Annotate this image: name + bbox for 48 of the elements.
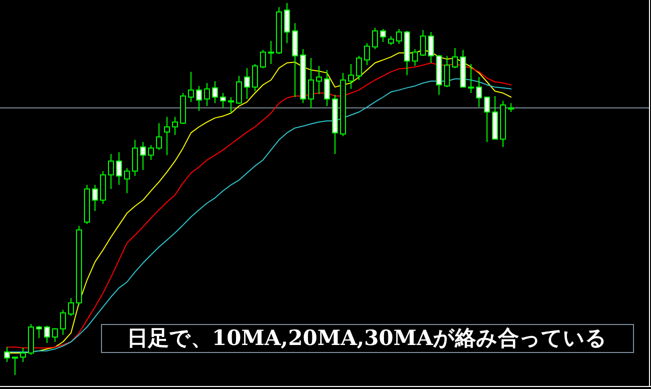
candlestick	[364, 42, 370, 66]
candlestick	[212, 80, 218, 104]
candlestick	[92, 184, 98, 212]
candlestick	[420, 30, 426, 56]
candlestick	[428, 32, 434, 64]
candlestick	[156, 122, 162, 150]
candlestick	[12, 356, 18, 376]
candlestick	[20, 347, 26, 362]
annotation: 日足で、10MA,20MA,30MAが絡み合っている	[127, 325, 607, 350]
candlestick	[356, 55, 362, 81]
candlestick	[316, 65, 322, 95]
candlestick	[220, 92, 226, 108]
candlestick	[284, 2, 290, 44]
candlestick	[124, 168, 130, 194]
candlestick	[268, 40, 274, 65]
candlestick	[452, 48, 458, 69]
candlestick	[204, 82, 210, 107]
candlestick	[44, 325, 50, 344]
candlestick	[412, 48, 418, 66]
candlestick	[252, 64, 258, 92]
candlestick	[348, 64, 354, 90]
candlestick	[380, 28, 386, 43]
candlestick	[60, 309, 66, 336]
candlestick	[132, 139, 138, 176]
candlestick	[244, 68, 250, 100]
candlestick	[188, 71, 194, 102]
candlestick	[140, 142, 146, 171]
candlestick	[52, 328, 58, 342]
candlestick	[396, 28, 402, 44]
candlestick	[484, 96, 490, 143]
candlestick	[164, 116, 170, 156]
candlestick	[468, 64, 474, 94]
candlestick	[36, 325, 42, 339]
candlestick	[108, 154, 114, 190]
candlestick	[476, 76, 482, 108]
candlestick	[4, 346, 10, 362]
candlestick	[372, 27, 378, 50]
candlestick	[444, 55, 450, 88]
candlestick	[308, 58, 314, 108]
candlestick	[116, 152, 122, 186]
candlestick	[260, 49, 266, 69]
candlestick	[228, 96, 234, 114]
candlestick	[236, 75, 242, 105]
candlestick	[148, 144, 154, 160]
candlestick	[324, 69, 330, 107]
candlestick	[68, 297, 74, 316]
candlestick	[172, 116, 178, 136]
candlestick	[196, 85, 202, 112]
